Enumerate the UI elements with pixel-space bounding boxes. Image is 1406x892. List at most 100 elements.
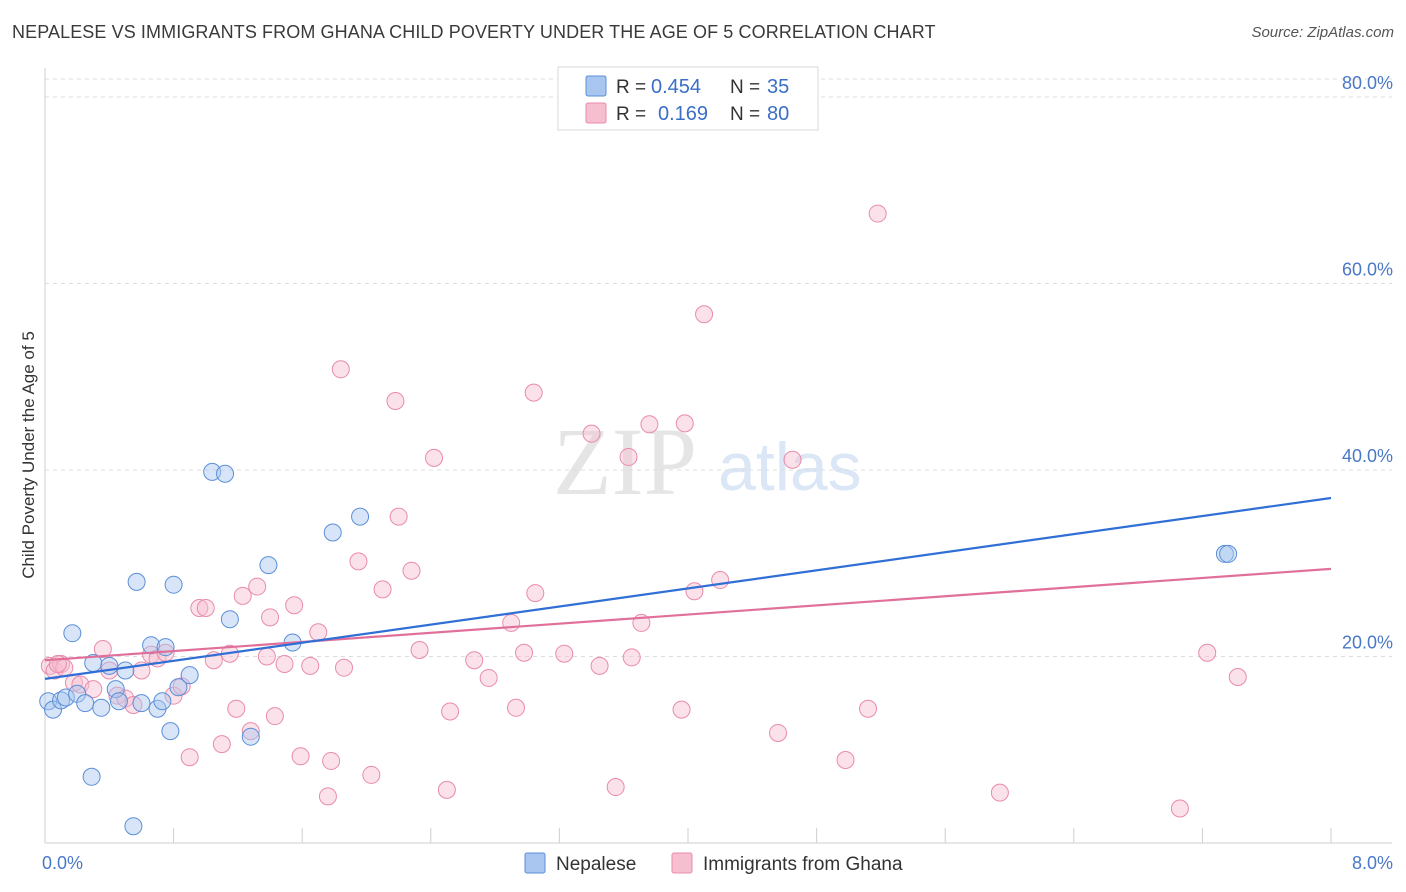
nepalese-point	[216, 464, 235, 483]
ghana-point	[990, 783, 1009, 802]
nepalese-point	[124, 817, 143, 836]
chart-title: NEPALESE VS IMMIGRANTS FROM GHANA CHILD …	[12, 22, 936, 42]
ghana-point	[437, 780, 456, 799]
ghana-point	[695, 305, 714, 324]
ghana-point	[640, 415, 659, 434]
ghana-point	[190, 599, 209, 618]
ghana-point	[1228, 668, 1247, 687]
nepalese-point	[92, 698, 111, 717]
nepalese-point	[116, 661, 135, 680]
ghana-point	[1170, 799, 1189, 818]
ghana-point	[301, 656, 320, 675]
nepalese-point	[259, 556, 278, 575]
ghana-series	[40, 204, 1247, 818]
ghana-point	[685, 582, 704, 601]
legend-r-label-ghana: R =	[616, 104, 646, 125]
ghana-point	[441, 702, 460, 721]
bottom-legend-swatch-ghana	[671, 852, 693, 874]
ghana-point	[285, 596, 304, 615]
ghana-point	[582, 424, 601, 443]
ghana-point	[465, 651, 484, 670]
ghana-point	[227, 699, 246, 718]
nepalese-point	[63, 624, 82, 643]
ghana-point	[318, 787, 337, 806]
nepalese-point	[82, 767, 101, 786]
ghana-point	[622, 648, 641, 667]
legend-swatch-nepalese	[585, 75, 607, 97]
ghana-point	[479, 668, 498, 687]
nepalese-point	[153, 692, 172, 711]
ghana-point	[233, 586, 252, 605]
watermark-zip: ZIP	[553, 408, 697, 515]
ghana-point	[672, 700, 691, 719]
ghana-point	[180, 748, 199, 767]
nepalese-point	[323, 523, 342, 542]
ghana-point	[410, 640, 429, 659]
ghana-point	[196, 599, 215, 618]
legend-r-label-nepalese: R =	[616, 77, 646, 98]
series-legend: Nepalese Immigrants from Ghana	[524, 852, 903, 875]
x-tick-label-max: 8.0%	[1352, 853, 1393, 873]
ghana-trend-line	[44, 567, 1332, 662]
nepalese-trend-line	[44, 496, 1332, 680]
ghana-point	[291, 747, 310, 766]
legend-n-value-nepalese: 35	[767, 76, 789, 98]
ghana-point	[425, 448, 444, 467]
y-axis-label: Child Poverty Under the Age of 5	[19, 331, 38, 579]
nepalese-point	[109, 692, 128, 711]
nepalese-point	[106, 680, 125, 699]
y-tick-label: 80.0%	[1342, 73, 1393, 93]
nepalese-point	[180, 666, 199, 685]
ghana-point	[619, 447, 638, 466]
nepalese-point	[1219, 544, 1238, 563]
ghana-point	[502, 613, 521, 632]
tick-labels: 20.0% 40.0% 60.0% 80.0% 0.0% 8.0%	[42, 73, 1393, 873]
ghana-point	[868, 204, 887, 223]
correlation-legend: R = 0.454 N = 35 R = 0.169 N = 80	[557, 66, 819, 131]
trend-lines	[44, 496, 1332, 680]
y-tick-label: 40.0%	[1342, 446, 1393, 466]
nepalese-point	[142, 636, 161, 655]
legend-r-value-ghana: 0.169	[658, 103, 708, 125]
nepalese-point	[56, 688, 75, 707]
nepalese-point	[39, 692, 58, 711]
nepalese-point	[161, 722, 180, 741]
nepalese-point	[164, 575, 183, 594]
ghana-point	[389, 507, 408, 526]
ghana-point	[373, 580, 392, 599]
ghana-point	[515, 643, 534, 662]
y-tick-label: 60.0%	[1342, 260, 1393, 280]
legend-n-label-ghana: N =	[730, 104, 760, 125]
axes	[44, 68, 1392, 844]
nepalese-point	[52, 691, 71, 710]
ghana-point	[334, 658, 353, 677]
nepalese-point	[169, 678, 188, 697]
y-tick-label: 20.0%	[1342, 633, 1393, 653]
ghana-point	[261, 608, 280, 627]
watermark-atlas: atlas	[718, 429, 862, 505]
ghana-point	[257, 647, 276, 666]
legend-n-label-nepalese: N =	[730, 77, 760, 98]
ghana-point	[386, 391, 405, 410]
ghana-point	[309, 623, 328, 642]
ghana-point	[248, 577, 267, 596]
x-tick-label-min: 0.0%	[42, 853, 83, 873]
ghana-point	[555, 644, 574, 663]
nepalese-point	[127, 572, 146, 591]
legend-r-value-nepalese: 0.454	[651, 76, 701, 98]
ghana-point	[349, 552, 368, 571]
ghana-point	[769, 723, 788, 742]
ghana-point	[241, 722, 260, 741]
nepalese-point	[241, 727, 260, 746]
ghana-point	[711, 571, 730, 590]
legend-swatch-ghana	[585, 102, 607, 124]
ghana-point	[362, 765, 381, 784]
ghana-point	[590, 656, 609, 675]
ghana-point	[212, 735, 231, 754]
nepalese-point	[351, 507, 370, 526]
ghana-point	[331, 360, 350, 379]
ghana-point	[93, 640, 112, 659]
ghana-point	[606, 778, 625, 797]
ghana-point	[322, 751, 341, 770]
